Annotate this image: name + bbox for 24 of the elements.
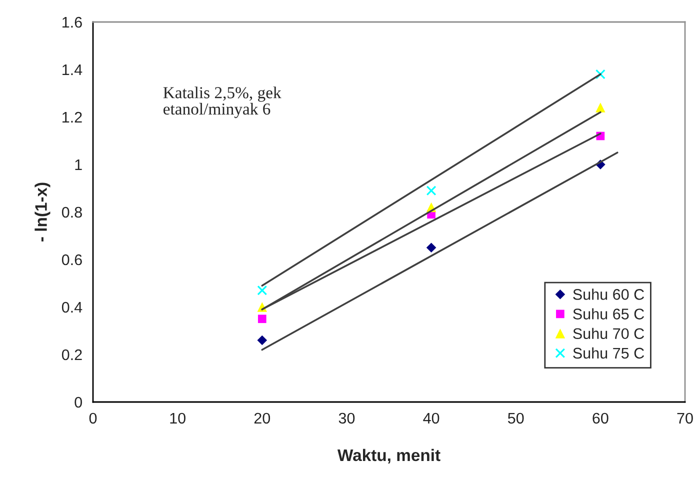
legend-label: Suhu 60 C (573, 288, 644, 300)
y-tick-label: 0.2 (62, 349, 82, 360)
x-tick-label: 70 (677, 412, 693, 424)
x-tick-label: 60 (592, 412, 608, 424)
x-tick-label: 30 (338, 412, 355, 424)
y-tick-label: 1.6 (62, 16, 82, 28)
y-tick-label: 1 (75, 160, 82, 170)
x-tick-label: 0 (89, 412, 97, 424)
y-axis-title: - ln(1-x) (34, 182, 50, 242)
x-tick-label: 20 (254, 412, 270, 424)
y-tick-label: 1.2 (62, 112, 82, 123)
x-tick-label: 10 (170, 412, 186, 424)
y-tick-label: 1.4 (62, 64, 82, 76)
legend-label: Suhu 70 C (573, 328, 644, 340)
legend-label: Suhu 75 C (573, 347, 644, 359)
legend-label: Suhu 65 C (573, 308, 644, 320)
x-axis-title: Waktu, menit (337, 448, 440, 464)
y-tick-label: 0 (74, 396, 82, 408)
y-tick-label: 0.4 (62, 302, 82, 313)
y-tick-label: 0.6 (62, 254, 82, 266)
x-tick-label: 40 (423, 412, 440, 424)
y-tick-label: 0.8 (62, 206, 82, 218)
annotation: Katalis 2,5%, gek etanol/minyak 6 (163, 86, 282, 118)
x-tick-label: 50 (508, 412, 524, 424)
